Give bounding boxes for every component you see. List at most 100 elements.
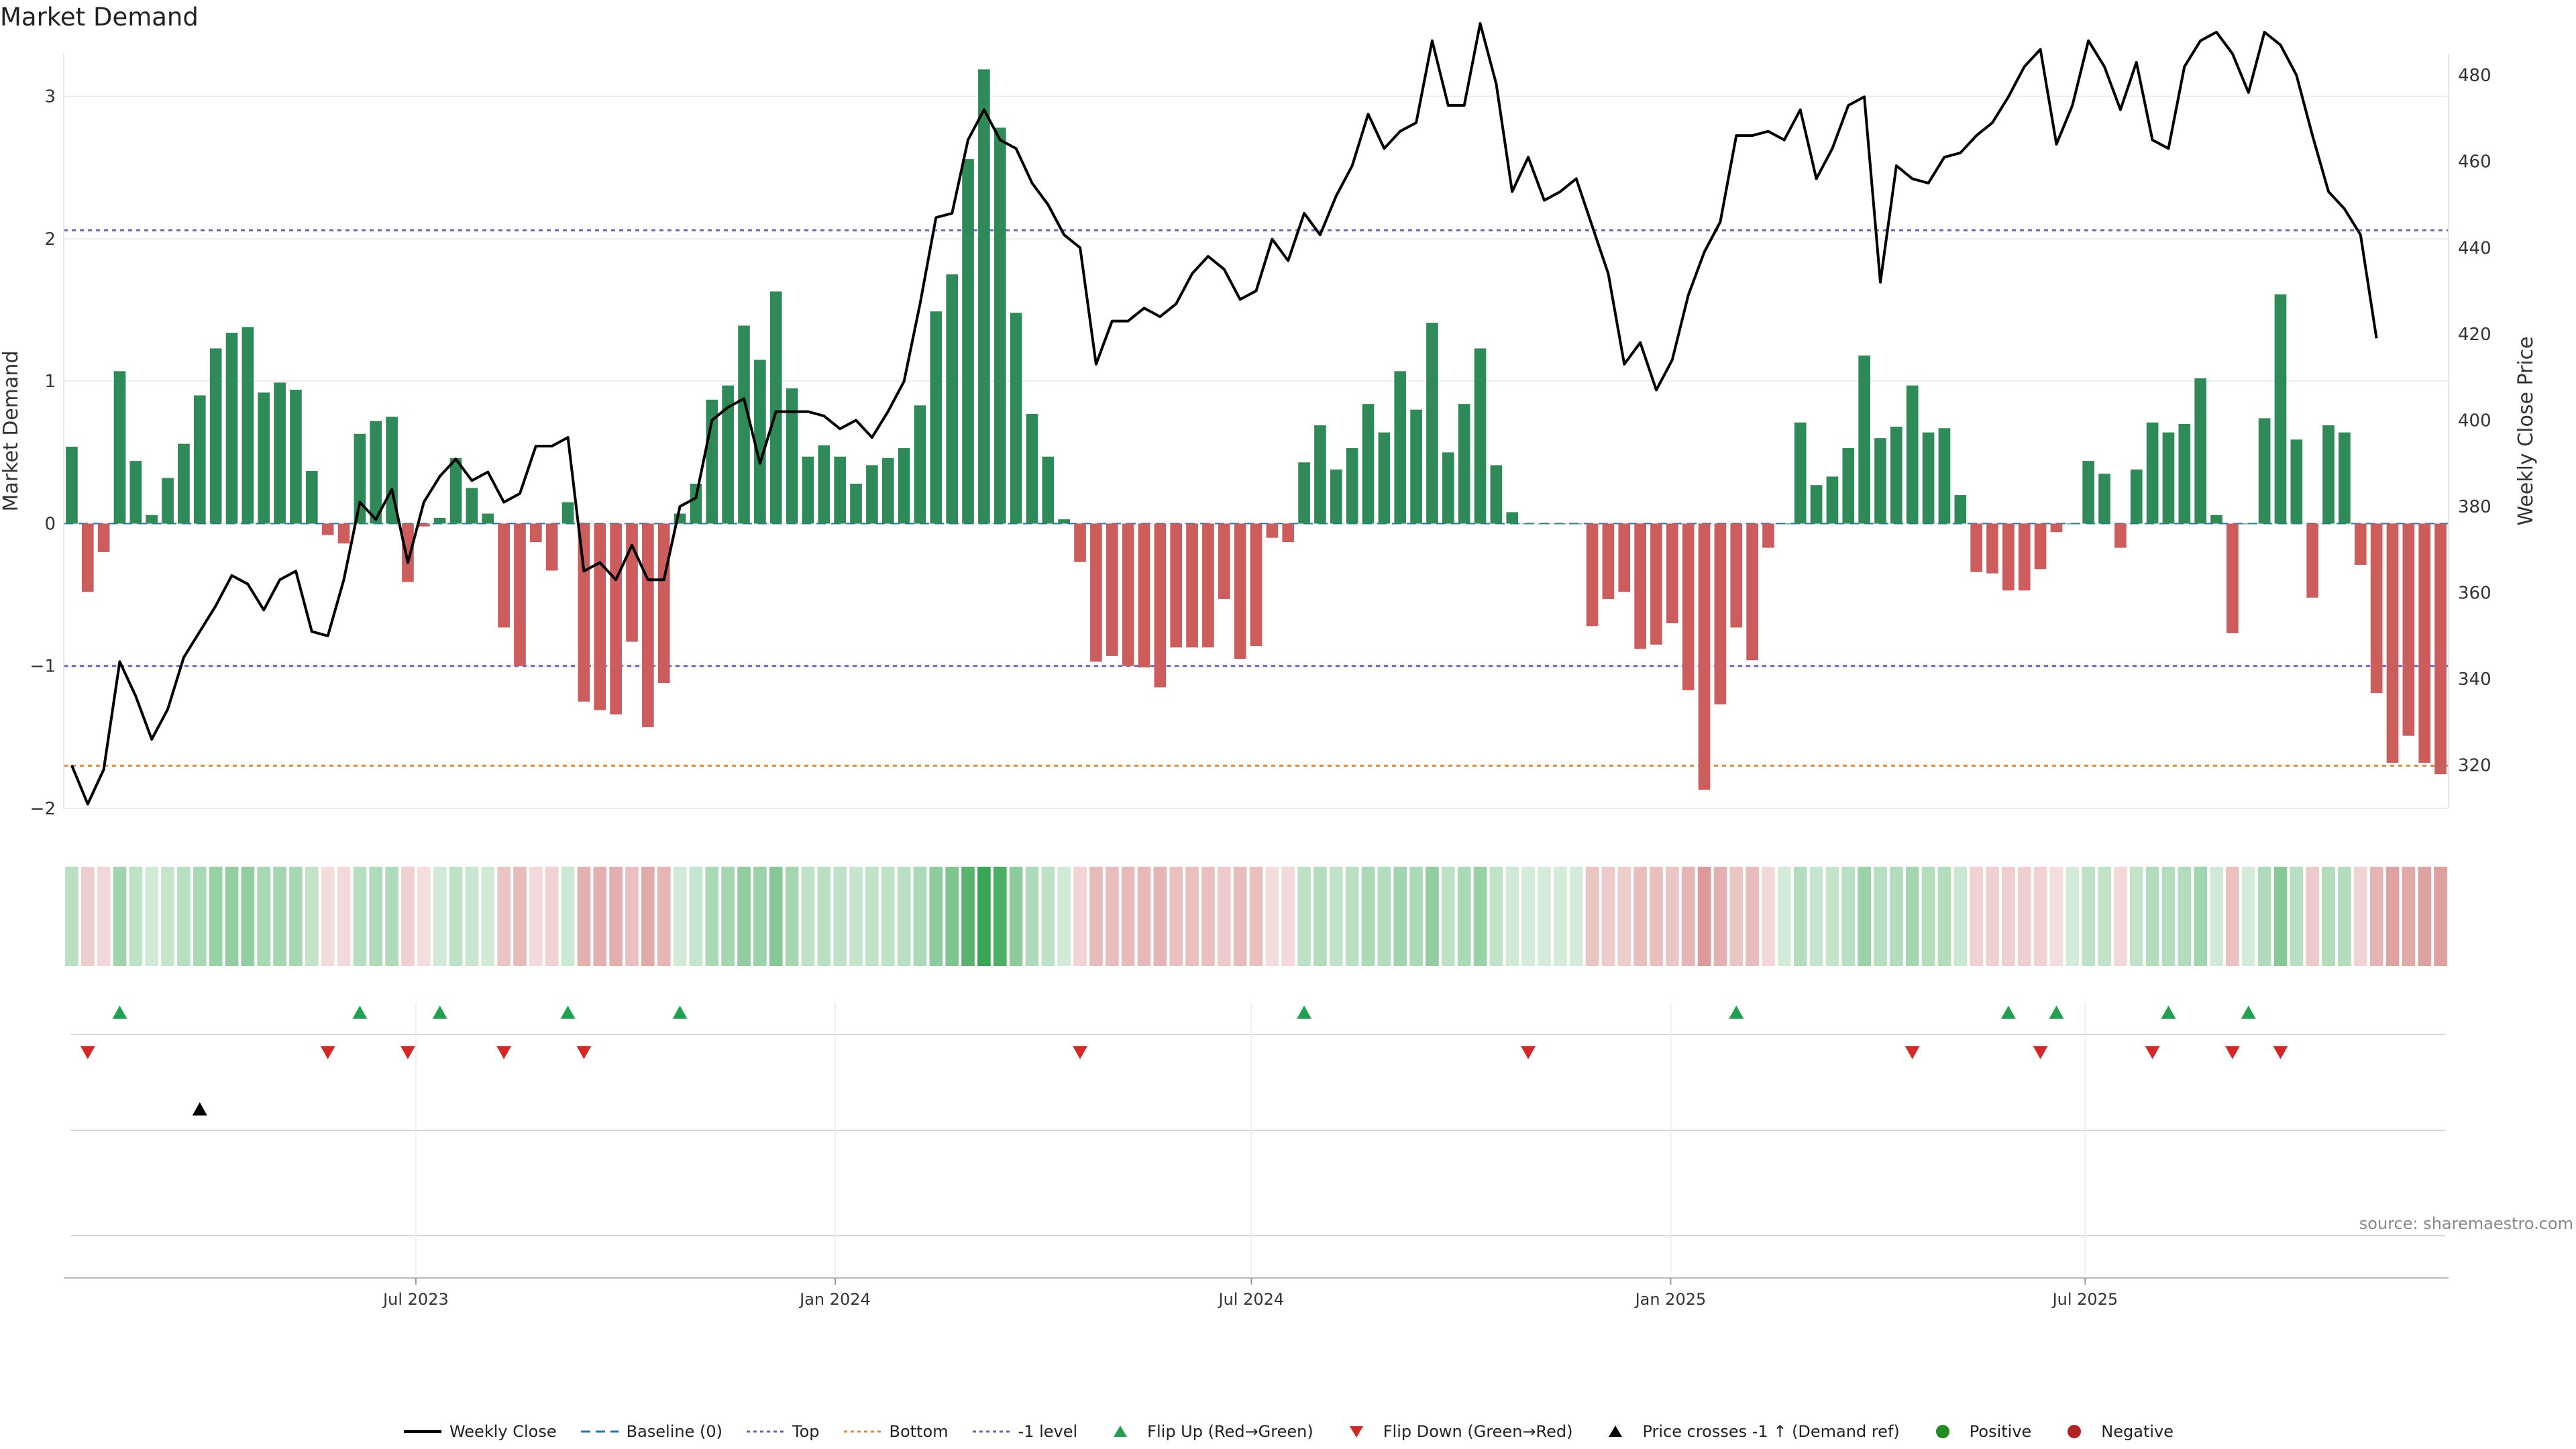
demand-strip-cell [2290,867,2304,966]
demand-bar [2002,523,2015,591]
demand-strip-cell [257,867,271,966]
demand-bar [1666,523,1678,624]
flip-down-marker [2033,1046,2048,1059]
demand-bar [2210,515,2222,524]
demand-bar [1266,523,1279,538]
demand-strip-cell [1217,867,1231,966]
demand-bar [1490,465,1503,524]
demand-strip-cell [1970,867,1983,966]
demand-strip-cell [977,867,991,966]
demand-strip-cell [2226,867,2239,966]
x-tick-label: Jan 2024 [798,1290,871,1309]
demand-bar [1634,523,1646,649]
demand-bar [2339,432,2351,524]
legend-label: Flip Down (Green→Red) [1383,1422,1573,1441]
demand-strip-cell [577,867,591,966]
demand-bar [1682,523,1695,690]
demand-bar [1410,409,1422,524]
demand-strip-cell [97,867,111,966]
demand-strip-cell [961,867,975,966]
demand-bar [594,523,606,710]
demand-bar [1074,523,1086,562]
x-tick-label: Jul 2024 [1218,1290,1285,1309]
demand-strip-cell [1569,867,1583,966]
demand-bar [514,523,526,666]
demand-strip-cell [1025,867,1039,966]
legend: Weekly Close Baseline (0) Top Bottom -1 leve… [0,1422,2576,1441]
demand-bar [1218,523,1230,599]
legend-label: Bottom [889,1422,949,1441]
demand-strip-cell [161,867,174,966]
demand-bar [2146,422,2159,524]
demand-bar [1010,313,1022,524]
demand-strip-cell [1169,867,1183,966]
demand-strip-cell [2273,867,2288,966]
demand-bar [1810,485,1823,524]
demand-strip-cell [353,867,367,966]
flip-down-marker [2145,1046,2160,1059]
flip-down-marker [1904,1046,1920,1059]
demand-bar [2130,469,2143,524]
flip-up-marker [672,1006,688,1019]
demand-strip-cell [1553,867,1567,966]
demand-bar [2242,523,2255,525]
demand-strip-cell [1793,867,1807,966]
demand-strip-cell [1153,867,1167,966]
demand-strip-cell [465,867,479,966]
legend-marker-icon [580,1430,619,1433]
demand-bar [433,517,446,524]
demand-strip-cell [1746,867,1759,966]
demand-strip-cell [1666,867,1679,966]
demand-strip-cell [561,867,575,966]
demand-bar [290,389,302,524]
demand-bar [561,502,574,524]
flip-down-marker [2273,1046,2288,1059]
demand-bar [818,445,830,524]
demand-strip-cell [289,867,303,966]
demand-bar [321,523,334,535]
demand-bar [2082,461,2094,524]
demand-bar [1922,432,1935,524]
demand-strip-cell [2402,867,2416,966]
legend-label: Top [792,1422,820,1441]
demand-strip-cell [2369,867,2383,966]
demand-strip-cell [2418,867,2432,966]
demand-strip-cell [1473,867,1487,966]
demand-bar [2354,523,2367,566]
demand-strip-cell [1921,867,1935,966]
demand-bar [1586,523,1599,627]
legend-label: Positive [1969,1422,2032,1441]
legend-marker-icon [1609,1426,1623,1437]
demand-strip-cell [1505,867,1519,966]
demand-bar [2226,523,2239,633]
legend-label: Flip Up (Red→Green) [1147,1422,1313,1441]
demand-strip-cell [2145,867,2159,966]
demand-bar [866,465,878,524]
flip-down-marker [400,1046,415,1059]
demand-bar [1426,323,1438,524]
demand-strip-cell [369,867,383,966]
demand-bar [81,523,94,592]
demand-strip-cell [2434,867,2447,966]
demand-strip-cell [609,867,623,966]
flip-up-marker [2049,1006,2064,1019]
flip-down-marker [80,1046,95,1059]
demand-strip-cell [80,867,95,966]
demand-strip-cell [705,867,719,966]
demand-strip-cell [513,867,527,966]
demand-bar [209,348,222,524]
flip-up-marker [352,1006,368,1019]
demand-bar [2290,439,2303,524]
demand-bar [241,327,254,524]
flip-up-marker [112,1006,127,1019]
demand-bar [1698,523,1711,790]
left-tick-label: 0 [44,514,56,534]
demand-strip-cell [1233,867,1247,966]
right-tick-label: 320 [2458,756,2491,776]
demand-bar [449,458,462,524]
demand-strip-cell [1778,867,1791,966]
demand-strip-cell [2241,867,2255,966]
demand-bar [978,69,990,524]
demand-bar [802,456,814,524]
demand-strip-cell [1825,867,1839,966]
